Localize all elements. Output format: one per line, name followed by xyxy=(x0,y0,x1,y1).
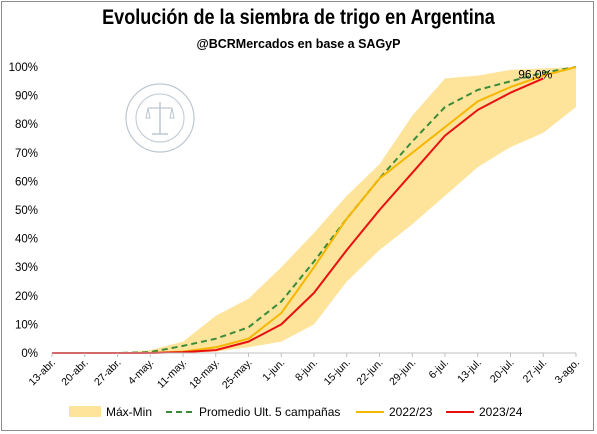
legend-label-series-1: Promedio Ult. 5 campañas xyxy=(199,405,340,419)
x-tick-label: 20-abr. xyxy=(59,357,91,389)
chart-subtitle: @BCRMercados en base a SAGyP xyxy=(196,37,401,51)
x-tick-label: 1-jun. xyxy=(260,357,287,384)
x-tick-label: 3-ago. xyxy=(553,357,583,387)
band-max-min-area xyxy=(52,67,576,353)
y-tick-label: 40% xyxy=(15,234,38,246)
y-tick-label: 80% xyxy=(15,119,38,131)
legend-label-series-2: 2022/23 xyxy=(389,405,433,419)
x-tick-label: 20-jul. xyxy=(488,357,517,386)
y-tick-label: 70% xyxy=(15,148,38,160)
legend-swatch-band xyxy=(69,406,101,417)
y-tick-label: 60% xyxy=(15,176,38,188)
x-tick-label: 29-jun. xyxy=(387,357,418,388)
x-tick-label: 25-may. xyxy=(220,357,255,392)
y-tick-label: 90% xyxy=(15,91,38,103)
x-tick-label: 8-jun. xyxy=(293,357,320,384)
x-tick-label: 15-jun. xyxy=(322,357,353,388)
x-tick-label: 6-jul. xyxy=(427,357,452,382)
legend-label-band: Máx-Min xyxy=(106,405,152,419)
y-tick-label: 100% xyxy=(9,62,38,74)
y-tick-label: 10% xyxy=(15,319,38,331)
data-label: 96,0% xyxy=(518,67,552,81)
x-tick-label: 11-may. xyxy=(155,357,189,391)
x-tick-label: 18-may. xyxy=(187,357,222,392)
seal-logo-icon xyxy=(125,83,195,153)
legend-label-series-3: 2023/24 xyxy=(479,405,523,419)
y-tick-label: 30% xyxy=(15,262,38,274)
x-tick-label: 13-jul. xyxy=(455,357,484,386)
y-tick-label: 20% xyxy=(15,291,38,303)
y-tick-label: 50% xyxy=(15,205,38,217)
y-tick-label: 0% xyxy=(21,348,38,360)
x-tick-label: 13-abr. xyxy=(27,357,59,389)
series-line-1 xyxy=(52,66,577,354)
chart-title: Evolución de la siembra de trigo en Arge… xyxy=(102,6,495,29)
x-tick-label: 27-jul. xyxy=(521,357,550,386)
x-tick-label: 4-may. xyxy=(126,357,157,388)
x-tick-label: 27-abr. xyxy=(92,357,124,389)
x-tick-label: 22-jun. xyxy=(354,357,385,388)
